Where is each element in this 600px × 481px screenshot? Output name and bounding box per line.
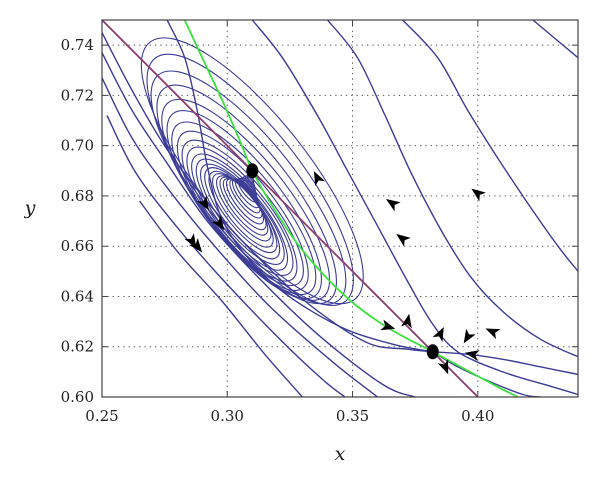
spiral-loop	[171, 121, 317, 296]
direction-arrow	[463, 328, 476, 344]
direction-arrow	[485, 328, 501, 340]
x-tick-label: 0.25	[85, 407, 118, 425]
trajectory-line	[106, 115, 346, 397]
direction-arrow	[189, 238, 203, 253]
spiral-loop	[229, 178, 263, 219]
spiral-loop	[140, 37, 364, 305]
spiral-loop	[231, 178, 261, 214]
direction-arrow	[184, 233, 197, 249]
equilibrium-point	[426, 344, 439, 360]
y-tick-label: 0.66	[61, 237, 94, 255]
nullcline-line	[183, 20, 519, 397]
x-tick-label: 0.40	[461, 407, 494, 425]
y-tick-label: 0.60	[61, 388, 94, 406]
direction-arrow	[464, 350, 480, 361]
y-tick-label: 0.72	[61, 86, 94, 104]
spiral-loop	[234, 178, 260, 209]
spiral-loop	[237, 177, 258, 203]
nullcline-line	[102, 20, 479, 397]
spiral-loop	[176, 130, 309, 292]
spiral-loop	[222, 178, 267, 231]
direction-arrow	[385, 199, 401, 212]
direction-arrow	[401, 313, 412, 329]
direction-arrow	[196, 195, 209, 211]
x-tick-label: 0.35	[336, 407, 369, 425]
direction-arrow	[380, 319, 396, 331]
spiral-loop	[244, 175, 256, 188]
y-tick-label: 0.62	[61, 338, 94, 356]
y-tick-label: 0.74	[61, 36, 94, 54]
plot-frame	[101, 19, 579, 398]
trajectory-line	[432, 351, 578, 376]
spiral-loop	[146, 53, 354, 306]
direction-arrow	[437, 359, 449, 375]
x-axis-label: x	[335, 443, 346, 465]
axis-ticks: 0.25 0.30 0.35 0.40 0.60 0.62 0.64 0.66 0.68 0.70…	[61, 20, 578, 425]
y-axis-label: y	[24, 197, 36, 219]
y-tick-label: 0.68	[61, 187, 94, 205]
plot-area-background	[102, 20, 578, 397]
trajectory-line	[326, 20, 578, 358]
x-tick-label: 0.30	[211, 407, 244, 425]
trajectory-line	[139, 200, 303, 397]
trajectory-line	[402, 20, 578, 272]
trajectory-line	[251, 20, 578, 396]
spiral-loop	[191, 153, 294, 276]
direction-arrow	[313, 171, 326, 187]
curves	[102, 20, 578, 397]
direction-arrow	[396, 233, 411, 247]
equilibrium-points	[246, 163, 439, 360]
spiral-loop	[239, 177, 258, 198]
nullcline-lines	[102, 20, 519, 397]
direction-arrow	[211, 215, 225, 231]
spiral-trajectory	[140, 37, 364, 306]
y-tick-label: 0.70	[61, 137, 94, 155]
direction-arrows	[184, 171, 501, 375]
equilibrium-point	[246, 163, 259, 179]
spiral-loop	[186, 146, 298, 282]
trajectory-line	[102, 77, 379, 397]
y-tick-label: 0.64	[61, 287, 94, 305]
direction-arrow	[471, 188, 486, 202]
trajectory-line	[532, 20, 578, 59]
spiral-loop	[195, 158, 289, 271]
direction-arrow	[432, 327, 444, 343]
trajectory-lines	[102, 20, 578, 397]
